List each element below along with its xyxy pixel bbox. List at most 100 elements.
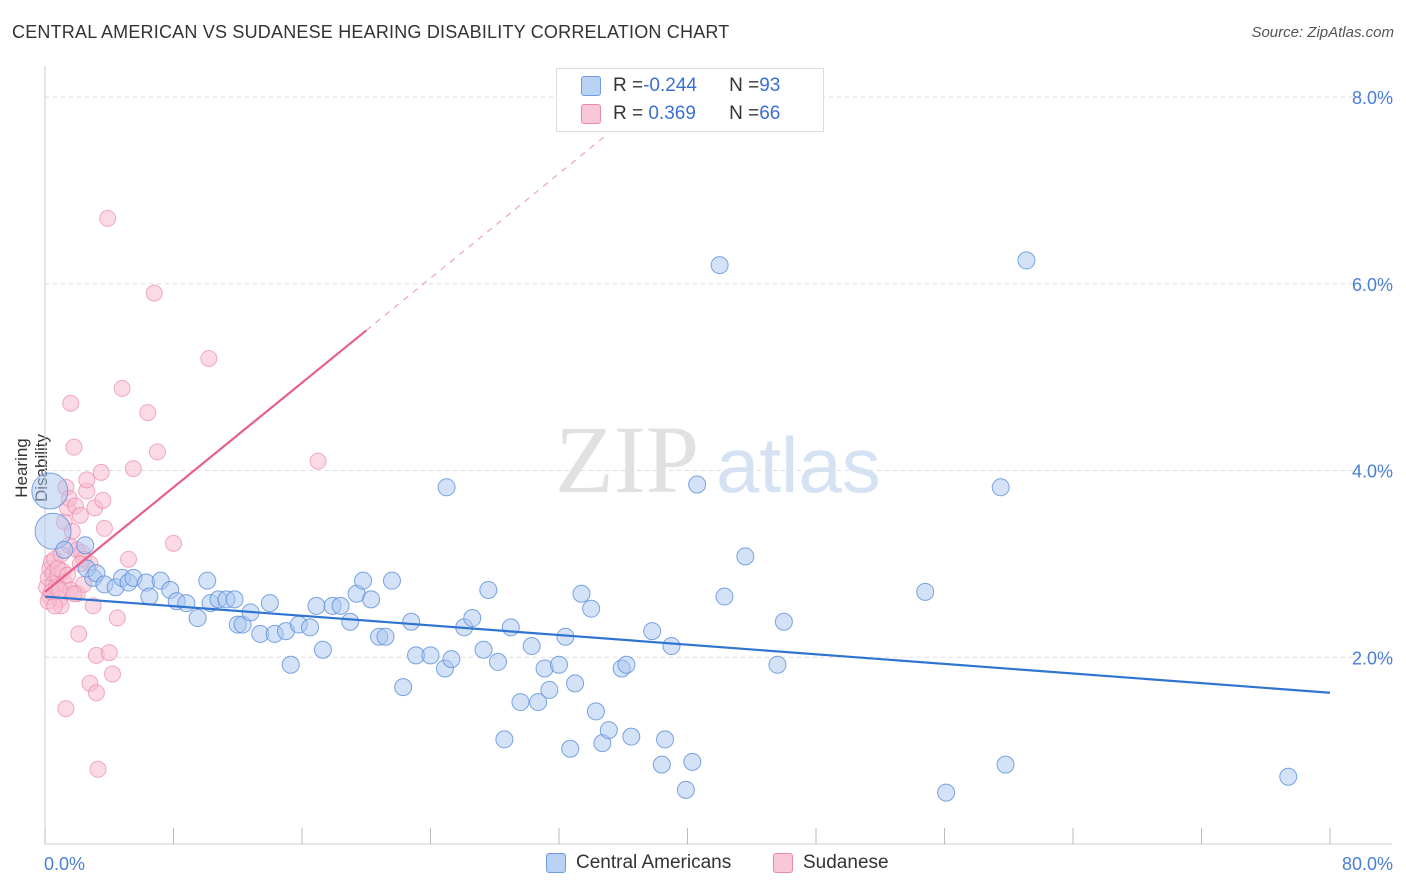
sudanese-point — [95, 519, 113, 537]
central-americans-point — [362, 590, 381, 609]
sudanese-point — [62, 394, 80, 412]
sudanese-point — [145, 284, 163, 302]
sudanese-point — [46, 597, 64, 615]
r-label: R = — [613, 103, 644, 124]
central-americans-point — [225, 590, 244, 609]
central-americans-point — [402, 612, 421, 631]
watermark-atlas: atlas — [716, 421, 881, 509]
central-americans-point — [522, 637, 541, 656]
central-americans-point — [198, 571, 217, 590]
central-americans-point — [188, 609, 207, 628]
sudanese-point — [65, 438, 83, 456]
central-americans-trend-line — [44, 595, 1331, 694]
sudanese-point — [113, 379, 131, 397]
central-americans-point — [550, 655, 568, 674]
legend-swatch-pink — [773, 853, 793, 873]
watermark: ZIP atlas — [555, 406, 881, 513]
legend-swatch-blue — [546, 853, 566, 873]
central-americans-point — [1017, 251, 1036, 270]
central-americans-point — [599, 721, 618, 740]
central-americans-point — [474, 640, 493, 659]
y-tick-label: 4.0% — [1352, 462, 1393, 482]
sudanese-point — [92, 463, 110, 481]
central-americans-point — [313, 640, 332, 659]
sudanese-points — [38, 209, 327, 778]
sudanese-point — [78, 471, 96, 489]
chart-title: CENTRAL AMERICAN VS SUDANESE HEARING DIS… — [12, 22, 730, 42]
sudanese-point — [89, 760, 107, 778]
axes — [44, 66, 1392, 845]
central-americans-point — [331, 596, 350, 615]
central-americans-point — [76, 536, 95, 555]
central-americans-point — [991, 478, 1010, 497]
central-americans-point — [582, 599, 601, 618]
sudanese-point — [139, 404, 157, 422]
sudanese-trend-line — [44, 329, 367, 593]
central-americans-point — [710, 256, 729, 275]
sudanese-point — [94, 491, 112, 509]
sudanese-point — [103, 665, 121, 683]
central-americans-point — [511, 693, 530, 712]
central-americans-point — [561, 739, 580, 758]
central-americans-point — [683, 752, 702, 771]
y-tick-label: 8.0% — [1352, 88, 1393, 108]
legend-row-sudanese: R = 0.369 N = 66 — [581, 102, 780, 126]
central-americans-point — [586, 702, 605, 721]
central-americans-point — [622, 727, 641, 746]
legend-swatch-blue — [581, 76, 601, 96]
central-americans-point — [652, 755, 671, 774]
central-americans-point — [643, 622, 662, 641]
tick-labels: 2.0% 4.0% 6.0% 8.0% 0.0% 80.0% — [44, 88, 1393, 874]
central-americans-point — [996, 755, 1015, 774]
sudanese-point — [120, 550, 138, 568]
sudanese-point — [124, 460, 142, 478]
central-americans-point — [488, 652, 507, 671]
sudanese-trend-extension — [365, 133, 608, 331]
sudanese-point — [87, 684, 105, 702]
sudanese-point — [309, 452, 327, 470]
central-americans-point — [676, 780, 695, 799]
central-americans-point — [566, 674, 585, 693]
n-value: 93 — [759, 75, 781, 96]
sudanese-point — [99, 209, 117, 227]
central-americans-point — [916, 582, 935, 601]
sudanese-point — [100, 644, 118, 662]
central-americans-point — [463, 609, 482, 628]
trend-lines — [44, 133, 1331, 694]
sudanese-point — [70, 625, 88, 643]
r-value: 0.369 — [643, 103, 696, 124]
central-americans-point — [341, 612, 360, 631]
legend-label: Central Americans — [576, 852, 732, 873]
central-americans-point — [55, 540, 74, 559]
central-americans-point — [1279, 767, 1298, 786]
central-americans-point — [768, 655, 787, 674]
central-americans-point — [715, 587, 734, 606]
central-americans-point — [260, 594, 279, 613]
source-note: Source: ZipAtlas.com — [1251, 24, 1394, 41]
central-americans-point — [437, 478, 456, 497]
central-americans-point — [662, 637, 681, 656]
legend-item-central-americans[interactable]: Central Americans — [546, 852, 731, 874]
central-americans-point — [688, 475, 707, 494]
central-americans-point — [495, 730, 514, 749]
n-label: N = — [729, 103, 760, 124]
correlation-legend: R = -0.244 N = 93 R = 0.369 N = 66 — [556, 68, 824, 132]
x-tick-label: 80.0% — [1342, 854, 1393, 874]
sudanese-point — [165, 534, 182, 552]
central-americans-point — [421, 646, 440, 665]
central-americans-point — [394, 678, 413, 697]
legend-item-sudanese[interactable]: Sudanese — [773, 852, 889, 874]
central-americans-point — [34, 512, 72, 550]
central-americans-point — [479, 581, 498, 600]
central-americans-points — [31, 251, 1298, 802]
central-americans-point — [442, 650, 461, 669]
legend-swatch-pink — [581, 104, 601, 124]
sudanese-point — [200, 349, 218, 367]
central-americans-point — [774, 612, 793, 631]
watermark-zip: ZIP — [555, 406, 699, 513]
central-americans-point — [540, 680, 559, 699]
central-americans-point — [301, 618, 320, 637]
x-tick-label: 0.0% — [44, 854, 85, 874]
central-americans-point — [354, 571, 373, 590]
